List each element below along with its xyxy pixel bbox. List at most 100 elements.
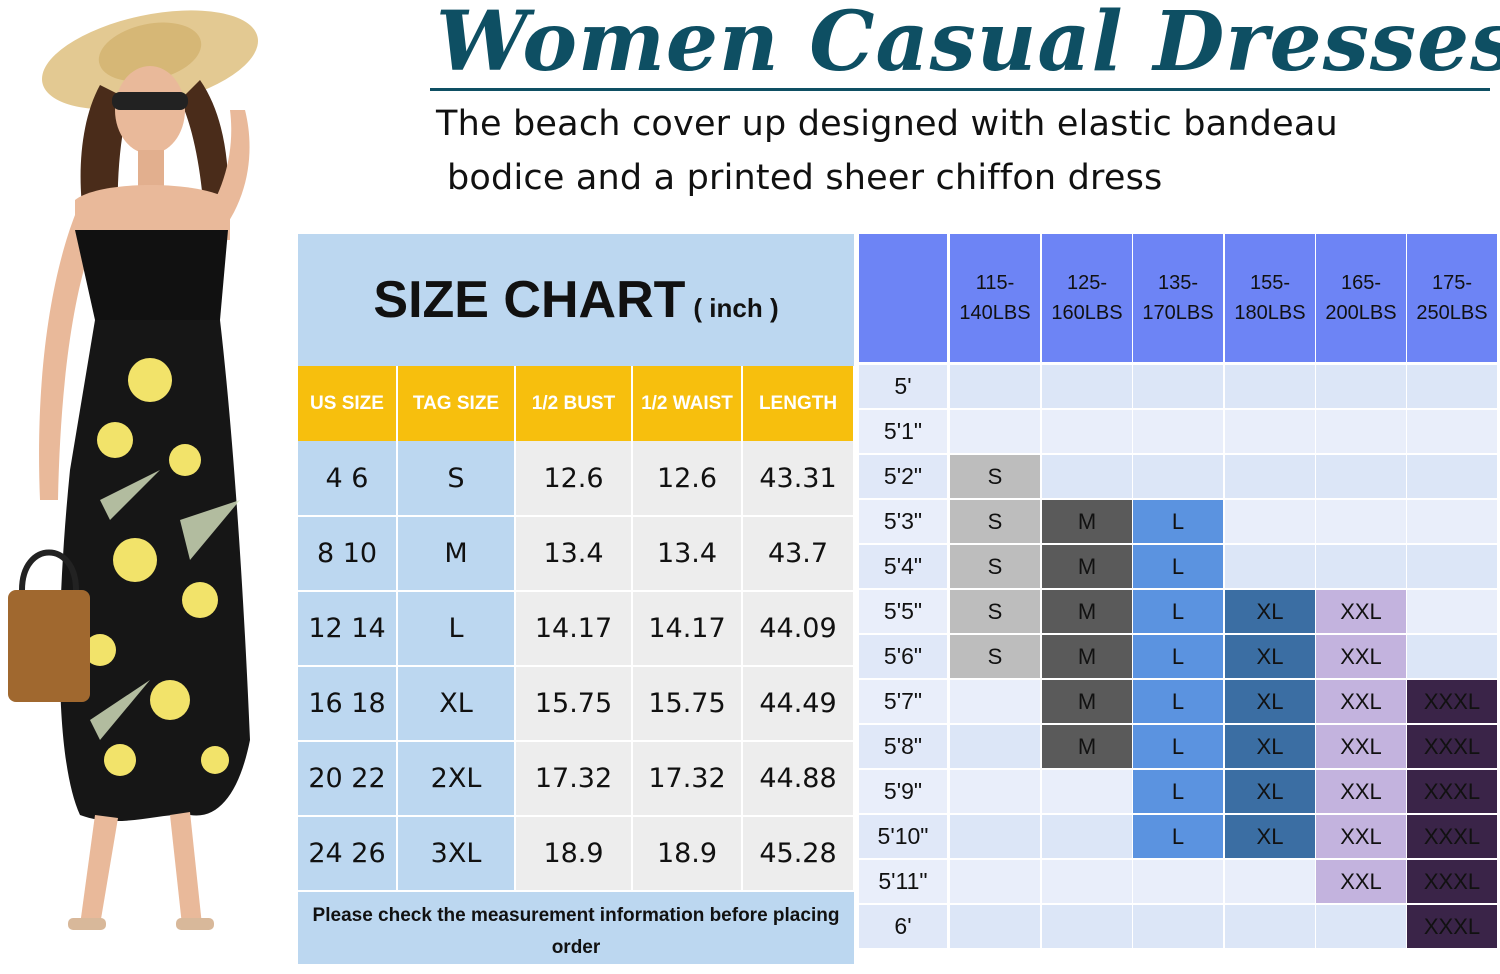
grid-corner (859, 234, 947, 362)
weight-column-header: 175- 250LBS (1407, 234, 1497, 362)
empty-cell (1407, 410, 1497, 453)
size-cell: XXL (1316, 635, 1406, 678)
subtitle-line-2: bodice and a printed sheer chiffon dress (447, 158, 1163, 198)
empty-cell (1316, 410, 1406, 453)
us-size-cell: 12 14 (298, 591, 398, 667)
size-chart-heading: SIZE CHART( inch ) (298, 270, 854, 330)
size-cell: L (1133, 545, 1223, 588)
size-cell: L (1133, 635, 1223, 678)
size-cell: XL (1225, 725, 1315, 768)
empty-cell (1316, 365, 1406, 408)
size-cell: XXXL (1407, 770, 1497, 813)
size-cell: XXL (1316, 590, 1406, 633)
size-cell: S (950, 635, 1040, 678)
height-row-label: 5'8" (859, 725, 947, 768)
straw-bag (8, 590, 90, 702)
length-cell: 43.31 (742, 441, 855, 517)
us-size-cell: 24 26 (298, 816, 398, 892)
size-cell: L (1133, 680, 1223, 723)
weight-column-header: 125- 160LBS (1042, 234, 1132, 362)
page-title: Women Casual Dresses (436, 0, 1500, 90)
height-row-label: 5'4" (859, 545, 947, 588)
bust-cell: 18.9 (515, 816, 633, 892)
tag-size-cell: M (397, 516, 516, 592)
size-cell: XXL (1316, 680, 1406, 723)
us-size-cell: 16 18 (298, 666, 398, 742)
size-chart-title: SIZE CHART (373, 271, 686, 329)
column-header: TAG SIZE (397, 366, 516, 441)
tag-size-cell: L (397, 591, 516, 667)
height-row-label: 5'5" (859, 590, 947, 633)
size-cell: XL (1225, 815, 1315, 858)
empty-cell (1407, 500, 1497, 543)
size-cell: XXXL (1407, 815, 1497, 858)
size-cell: L (1133, 725, 1223, 768)
table-row: 8 10 M 13.4 13.4 43.7 (298, 516, 855, 592)
empty-cell (1316, 500, 1406, 543)
empty-cell (950, 770, 1040, 813)
weight-column-header: 155- 180LBS (1225, 234, 1315, 362)
size-cell: M (1042, 590, 1132, 633)
dress-bodice (75, 230, 228, 320)
weight-column-header: 115- 140LBS (950, 234, 1040, 362)
size-cell: M (1042, 545, 1132, 588)
empty-cell (1316, 455, 1406, 498)
height-row-label: 5'9" (859, 770, 947, 813)
empty-cell (950, 680, 1040, 723)
weight-column-header: 165- 200LBS (1316, 234, 1406, 362)
empty-cell (1042, 455, 1132, 498)
sandal-left (68, 918, 106, 930)
size-cell: XXL (1316, 815, 1406, 858)
height-row-label: 5'1" (859, 410, 947, 453)
height-row-label: 5'7" (859, 680, 947, 723)
empty-cell (1407, 365, 1497, 408)
weight-height-grid: 115- 140LBS 125- 160LBS 135- 170LBS 155- 18… (859, 234, 1499, 948)
size-cell: XXXL (1407, 905, 1497, 948)
size-cell: XL (1225, 770, 1315, 813)
weight-column-header: 135- 170LBS (1133, 234, 1223, 362)
tag-size-cell: 2XL (397, 741, 516, 817)
table-row: 24 26 3XL 18.9 18.9 45.28 (298, 816, 855, 892)
size-cell: XXL (1316, 860, 1406, 903)
column-header: US SIZE (298, 366, 398, 441)
size-cell: XXL (1316, 770, 1406, 813)
legs (80, 815, 118, 925)
empty-cell (1225, 500, 1315, 543)
size-cell: L (1133, 815, 1223, 858)
size-cell: XL (1225, 635, 1315, 678)
empty-cell (1042, 815, 1132, 858)
length-cell: 44.49 (742, 666, 855, 742)
waist-cell: 14.17 (632, 591, 743, 667)
empty-cell (1225, 545, 1315, 588)
height-row-label: 5'11" (859, 860, 947, 903)
waist-cell: 15.75 (632, 666, 743, 742)
empty-cell (950, 815, 1040, 858)
table-row: 12 14 L 14.17 14.17 44.09 (298, 591, 855, 667)
size-cell: L (1133, 770, 1223, 813)
size-table: US SIZE TAG SIZE 1/2 BUST 1/2 WAIST LENG… (298, 366, 855, 892)
table-row: 20 22 2XL 17.32 17.32 44.88 (298, 741, 855, 817)
empty-cell (1225, 860, 1315, 903)
size-cell: XXXL (1407, 860, 1497, 903)
size-cell: S (950, 455, 1040, 498)
length-cell: 44.88 (742, 741, 855, 817)
size-cell: L (1133, 500, 1223, 543)
empty-cell (1225, 365, 1315, 408)
size-cell: XXXL (1407, 725, 1497, 768)
measurement-note: Please check the measurement information… (312, 905, 840, 958)
height-row-label: 5'3" (859, 500, 947, 543)
subtitle-line-1: The beach cover up designed with elastic… (436, 104, 1338, 144)
size-cell: S (950, 545, 1040, 588)
empty-cell (1042, 365, 1132, 408)
size-cell: M (1042, 680, 1132, 723)
tag-size-cell: S (397, 441, 516, 517)
model-photo (8, 10, 259, 930)
waist-cell: 18.9 (632, 816, 743, 892)
empty-cell (1225, 455, 1315, 498)
size-cell: L (1133, 590, 1223, 633)
size-cell: M (1042, 500, 1132, 543)
height-row-label: 5'10" (859, 815, 947, 858)
size-cell: XL (1225, 590, 1315, 633)
column-header: 1/2 BUST (515, 366, 633, 441)
empty-cell (1042, 905, 1132, 948)
